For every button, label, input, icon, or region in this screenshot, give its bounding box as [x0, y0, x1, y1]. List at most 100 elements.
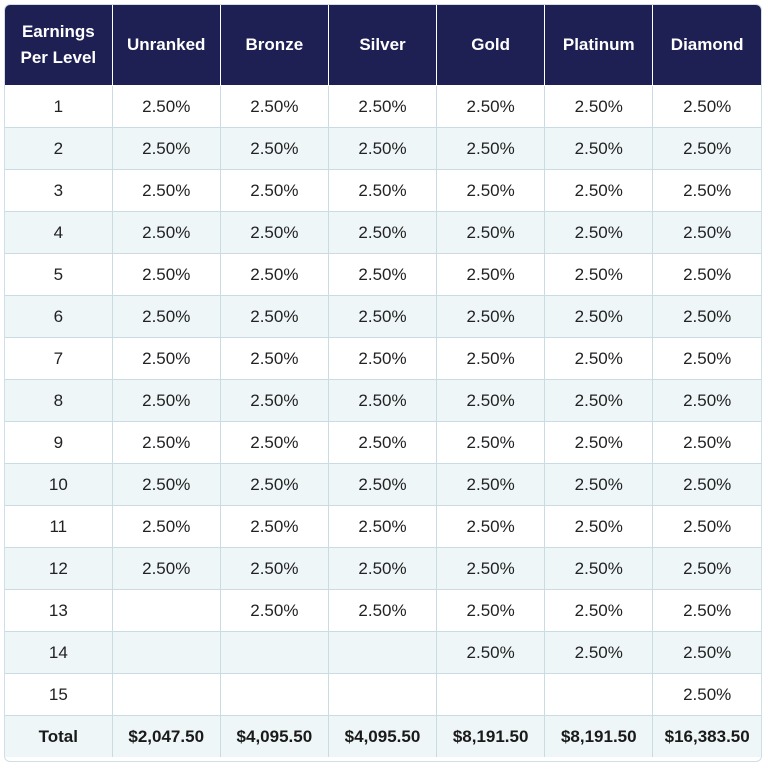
cell-unranked: 2.50% [112, 85, 221, 128]
cell-bronze: 2.50% [220, 337, 329, 380]
cell-platinum: 2.50% [544, 589, 654, 632]
cell-gold: 2.50% [436, 631, 546, 674]
cell-gold: 2.50% [436, 295, 546, 338]
cell-bronze: 2.50% [220, 589, 329, 632]
table-row: 4 2.50% 2.50% 2.50% 2.50% 2.50% 2.50% [5, 211, 761, 254]
cell-platinum: 2.50% [544, 547, 654, 590]
cell-gold: 2.50% [436, 505, 546, 548]
cell-level: 13 [5, 589, 113, 632]
cell-diamond: 2.50% [652, 379, 761, 422]
header-silver: Silver [328, 5, 438, 86]
cell-level: 15 [5, 673, 113, 716]
cell-unranked: 2.50% [112, 253, 221, 296]
table-row: 13 2.50% 2.50% 2.50% 2.50% 2.50% [5, 589, 761, 632]
table-row: 2 2.50% 2.50% 2.50% 2.50% 2.50% 2.50% [5, 127, 761, 170]
cell-level: 14 [5, 631, 113, 674]
cell-gold: 2.50% [436, 85, 546, 128]
cell-unranked [112, 631, 221, 674]
table-row: 5 2.50% 2.50% 2.50% 2.50% 2.50% 2.50% [5, 253, 761, 296]
cell-level: 5 [5, 253, 113, 296]
cell-bronze: 2.50% [220, 463, 329, 506]
cell-diamond: 2.50% [652, 547, 761, 590]
cell-gold: 2.50% [436, 253, 546, 296]
table-row: 8 2.50% 2.50% 2.50% 2.50% 2.50% 2.50% [5, 379, 761, 422]
cell-unranked: 2.50% [112, 379, 221, 422]
cell-unranked: 2.50% [112, 421, 221, 464]
cell-unranked: 2.50% [112, 169, 221, 212]
cell-bronze: 2.50% [220, 379, 329, 422]
cell-level: 9 [5, 421, 113, 464]
cell-unranked: 2.50% [112, 211, 221, 254]
cell-level: 11 [5, 505, 113, 548]
cell-gold: 2.50% [436, 463, 546, 506]
cell-bronze: 2.50% [220, 505, 329, 548]
total-bronze: $4,095.50 [220, 715, 329, 757]
cell-bronze [220, 631, 329, 674]
cell-bronze: 2.50% [220, 547, 329, 590]
cell-platinum: 2.50% [544, 169, 654, 212]
table-row: 15 2.50% [5, 673, 761, 716]
cell-bronze: 2.50% [220, 211, 329, 254]
cell-gold: 2.50% [436, 211, 546, 254]
earnings-per-level-table: Earnings Per Level Unranked Bronze Silver… [5, 5, 761, 757]
earnings-table-container: Earnings Per Level Unranked Bronze Silver… [4, 4, 762, 762]
cell-level: 10 [5, 463, 113, 506]
cell-silver: 2.50% [328, 211, 438, 254]
total-gold: $8,191.50 [436, 715, 546, 757]
cell-unranked: 2.50% [112, 547, 221, 590]
cell-diamond: 2.50% [652, 421, 761, 464]
cell-level: 12 [5, 547, 113, 590]
cell-gold: 2.50% [436, 127, 546, 170]
cell-bronze: 2.50% [220, 295, 329, 338]
header-bronze: Bronze [220, 5, 329, 86]
cell-silver: 2.50% [328, 547, 438, 590]
header-diamond: Diamond [652, 5, 761, 86]
table-row: 6 2.50% 2.50% 2.50% 2.50% 2.50% 2.50% [5, 295, 761, 338]
cell-silver: 2.50% [328, 85, 438, 128]
cell-diamond: 2.50% [652, 295, 761, 338]
cell-diamond: 2.50% [652, 631, 761, 674]
total-row: Total $2,047.50 $4,095.50 $4,095.50 $8,1… [5, 715, 761, 757]
table-row: 7 2.50% 2.50% 2.50% 2.50% 2.50% 2.50% [5, 337, 761, 380]
cell-unranked: 2.50% [112, 295, 221, 338]
cell-gold: 2.50% [436, 169, 546, 212]
cell-silver [328, 673, 438, 716]
table-row: 1 2.50% 2.50% 2.50% 2.50% 2.50% 2.50% [5, 85, 761, 128]
table-row: 10 2.50% 2.50% 2.50% 2.50% 2.50% 2.50% [5, 463, 761, 506]
cell-silver: 2.50% [328, 295, 438, 338]
cell-level: 4 [5, 211, 113, 254]
cell-platinum: 2.50% [544, 421, 654, 464]
total-diamond: $16,383.50 [652, 715, 761, 757]
cell-diamond: 2.50% [652, 253, 761, 296]
cell-platinum: 2.50% [544, 211, 654, 254]
cell-unranked [112, 673, 221, 716]
cell-diamond: 2.50% [652, 505, 761, 548]
cell-gold: 2.50% [436, 379, 546, 422]
cell-level: 6 [5, 295, 113, 338]
cell-level: 7 [5, 337, 113, 380]
cell-diamond: 2.50% [652, 589, 761, 632]
header-gold: Gold [436, 5, 546, 86]
total-unranked: $2,047.50 [112, 715, 221, 757]
cell-diamond: 2.50% [652, 463, 761, 506]
cell-silver [328, 631, 438, 674]
cell-platinum: 2.50% [544, 337, 654, 380]
cell-silver: 2.50% [328, 589, 438, 632]
header-earnings-per-level: Earnings Per Level [5, 5, 113, 86]
cell-bronze [220, 673, 329, 716]
cell-silver: 2.50% [328, 169, 438, 212]
cell-diamond: 2.50% [652, 127, 761, 170]
cell-bronze: 2.50% [220, 421, 329, 464]
cell-platinum: 2.50% [544, 85, 654, 128]
header-unranked: Unranked [112, 5, 221, 86]
cell-diamond: 2.50% [652, 211, 761, 254]
cell-platinum: 2.50% [544, 127, 654, 170]
cell-diamond: 2.50% [652, 673, 761, 716]
cell-silver: 2.50% [328, 421, 438, 464]
table-row: 14 2.50% 2.50% 2.50% [5, 631, 761, 674]
table-row: 12 2.50% 2.50% 2.50% 2.50% 2.50% 2.50% [5, 547, 761, 590]
cell-silver: 2.50% [328, 127, 438, 170]
cell-silver: 2.50% [328, 253, 438, 296]
cell-gold: 2.50% [436, 547, 546, 590]
cell-gold: 2.50% [436, 589, 546, 632]
